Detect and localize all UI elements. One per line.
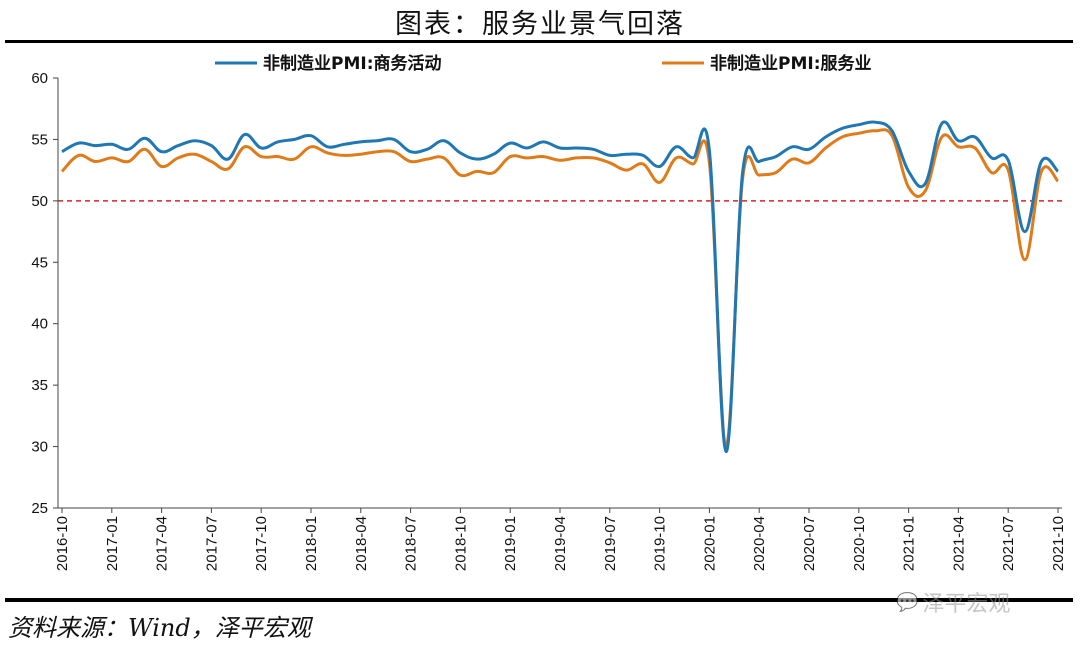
x-tick-label: 2020-01 <box>701 516 718 571</box>
x-tick-label: 2020-07 <box>801 516 818 571</box>
series-line-2 <box>60 128 1060 447</box>
x-tick-label: 2018-07 <box>403 516 420 571</box>
x-tick-label: 2021-04 <box>950 516 967 571</box>
x-tick-label: 2019-01 <box>502 516 519 571</box>
bottom-rule <box>5 598 1073 602</box>
watermark-text: 泽平宏观 <box>922 592 1011 617</box>
source-note: 资料来源：Wind，泽平宏观 <box>8 614 311 642</box>
y-tick-label: 45 <box>31 254 48 271</box>
legend-label-1: 非制造业PMI:商务活动 <box>263 53 442 74</box>
y-tick-label: 60 <box>31 70 48 87</box>
y-tick-label: 50 <box>31 193 48 210</box>
y-tick-label: 35 <box>31 377 48 394</box>
legend-label-2: 非制造业PMI:服务业 <box>710 53 872 74</box>
x-tick-label: 2019-04 <box>552 516 569 571</box>
legend: 非制造业PMI:商务活动 非制造业PMI:服务业 <box>215 53 872 74</box>
chart-title: 图表：服务业景气回落 <box>395 9 685 40</box>
x-tick-label: 2020-04 <box>751 516 768 571</box>
y-tick-label: 40 <box>31 316 48 333</box>
y-tick-label: 30 <box>31 439 48 456</box>
y-tick-label: 55 <box>31 131 48 148</box>
watermark: 💬 泽平宏观 <box>896 586 1010 618</box>
series-line-1 <box>61 120 1060 454</box>
x-tick-label: 2018-10 <box>452 516 469 571</box>
x-tick-label: 2021-10 <box>1050 516 1067 571</box>
x-tick-label: 2021-01 <box>901 516 918 571</box>
x-tick-label: 2020-10 <box>851 516 868 571</box>
axes: 25 30 35 40 45 50 55 60 2016-10 2017-01 2017-04 201… <box>31 70 1067 571</box>
x-tick-label: 2021-07 <box>1000 516 1017 571</box>
wechat-icon: 💬 <box>896 591 919 613</box>
x-tick-label: 2017-01 <box>104 516 121 571</box>
x-tick-label: 2016-10 <box>54 516 71 571</box>
line-chart: 25 30 35 40 45 50 55 60 2016-10 2017-01 2017-04 201… <box>31 53 1067 571</box>
x-tick-label: 2017-04 <box>154 516 171 571</box>
series-layer <box>60 120 1060 454</box>
x-tick-label: 2017-07 <box>203 516 220 571</box>
x-tick-label: 2017-10 <box>253 516 270 571</box>
y-tick-label: 25 <box>31 500 48 517</box>
x-tick-label: 2018-04 <box>353 516 370 571</box>
x-tick-label: 2019-10 <box>652 516 669 571</box>
x-tick-label: 2018-01 <box>303 516 320 571</box>
top-rule <box>5 40 1073 43</box>
x-tick-label: 2019-07 <box>602 516 619 571</box>
